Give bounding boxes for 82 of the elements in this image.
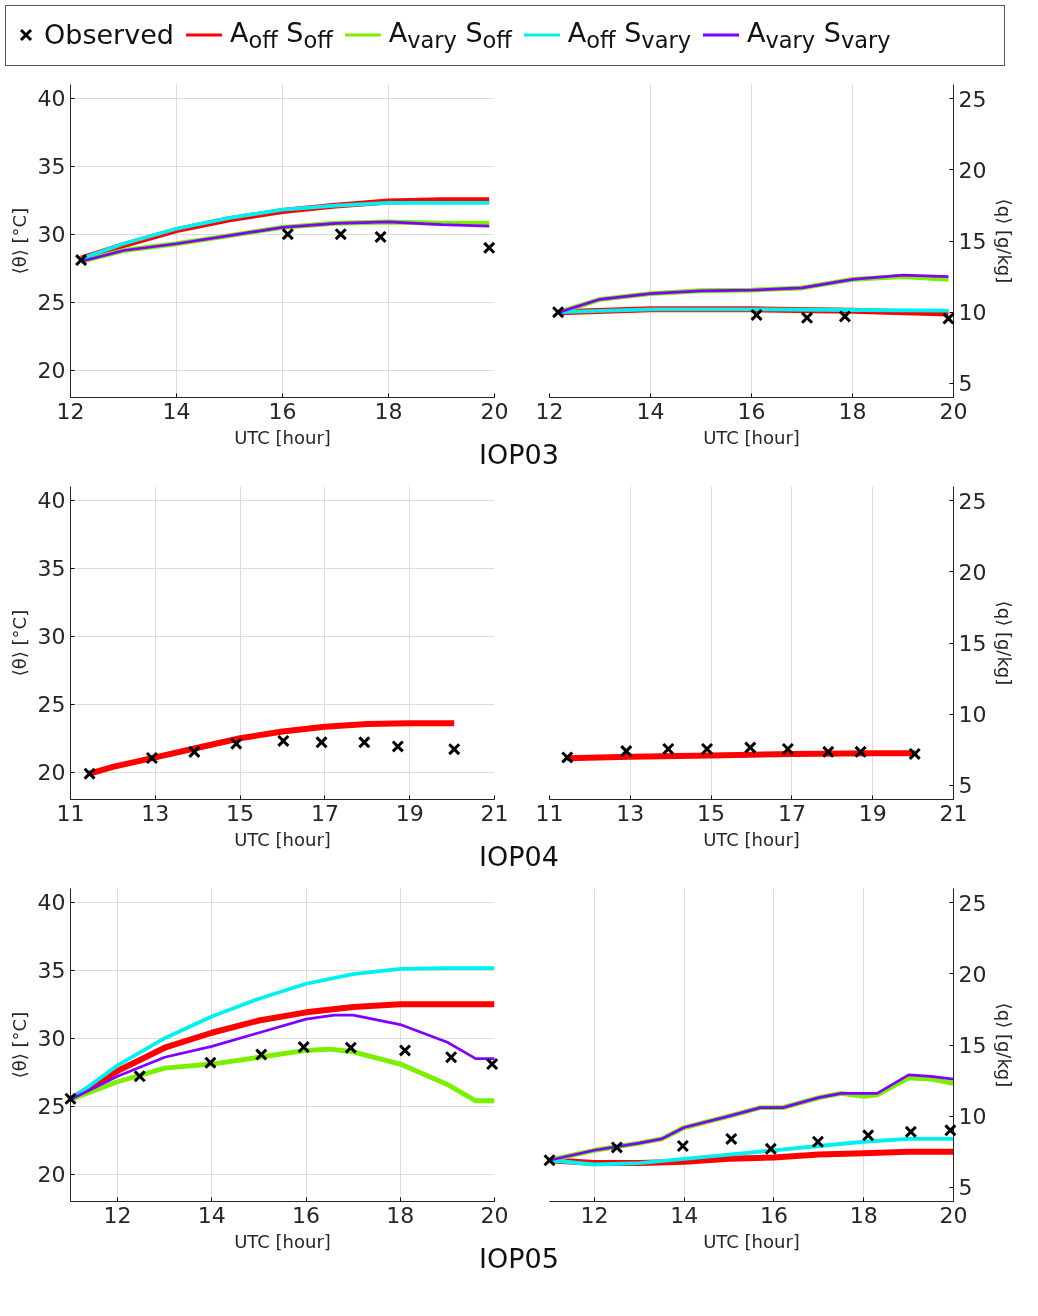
x-tick-label: 14 <box>636 398 665 424</box>
x-tick-label: 19 <box>395 800 424 826</box>
text: IOP03 <box>479 439 559 470</box>
legend-label: A$_{vary}$ S$_{vary}$ <box>747 16 891 56</box>
x-axis-title: UTC [hour] <box>703 828 800 850</box>
x-tick-label: 15 <box>226 800 255 826</box>
y-tick-label: 35 <box>37 556 66 582</box>
y-tick-label: 35 <box>37 958 66 984</box>
x-tick-label: 21 <box>480 800 509 826</box>
y-axis-title: ⟨θ⟩ [°C] <box>8 207 30 275</box>
text: IOP04 <box>479 841 559 872</box>
y-tick-label: 30 <box>37 222 66 248</box>
x-tick-label: 14 <box>162 398 191 424</box>
x-tick-label: 16 <box>292 1202 321 1228</box>
x-tick-label: 20 <box>480 398 509 424</box>
x-tick-label: 21 <box>939 800 968 826</box>
y-axis-title: ⟨θ⟩ [°C] <box>8 1011 30 1079</box>
legend-label: Observed <box>44 18 174 52</box>
y-tick-label: 30 <box>37 1026 66 1052</box>
y-tick-label: 35 <box>37 154 66 180</box>
x-tick-label: 14 <box>197 1202 226 1228</box>
y-tick-label: 40 <box>37 488 66 514</box>
x-axis-title: UTC [hour] <box>703 426 800 448</box>
legend-label: A$_{vary}$ S$_{off}$ <box>388 16 512 56</box>
x-axis-title: UTC [hour] <box>234 1230 331 1252</box>
x-tick-label: 15 <box>697 800 726 826</box>
x-tick-label: 16 <box>759 1202 788 1228</box>
x-axis-title: UTC [hour] <box>703 1230 800 1252</box>
y2-tick-label: 10 <box>958 1104 987 1130</box>
y2-tick-label: 25 <box>958 488 987 514</box>
y2-tick-label: 5 <box>958 1175 973 1201</box>
x-tick-label: 20 <box>939 398 968 424</box>
x-axis-title: UTC [hour] <box>234 828 331 850</box>
x-tick-label: 16 <box>737 398 766 424</box>
x-tick-label: 17 <box>310 800 339 826</box>
y-tick-label: 40 <box>37 890 66 916</box>
y2-tick-label: 20 <box>958 961 987 987</box>
y2-tick-label: 15 <box>958 1033 987 1058</box>
x-tick-label: 16 <box>268 398 297 424</box>
y-tick-label: 30 <box>37 624 66 650</box>
legend-label: A$_{off}$ S$_{off}$ <box>229 16 333 56</box>
y2-tick-label: 10 <box>958 300 987 326</box>
x-tick-label: 11 <box>535 800 564 826</box>
x-tick-label: 18 <box>849 1202 878 1228</box>
x-tick-label: 20 <box>939 1202 968 1228</box>
y2-tick-label: 20 <box>958 559 987 585</box>
x-tick-label: 18 <box>838 398 867 424</box>
y-tick-label: 40 <box>37 86 66 112</box>
y-axis-title: ⟨θ⟩ [°C] <box>8 609 30 677</box>
legend-label: A$_{off}$ S$_{vary}$ <box>567 16 692 56</box>
y2-tick-label: 15 <box>958 229 987 254</box>
x-tick-label: 13 <box>141 800 170 826</box>
x-tick-label: 18 <box>374 398 403 424</box>
x-tick-label: 12 <box>535 398 564 424</box>
y-tick-label: 25 <box>37 1094 66 1120</box>
y-tick-label: 20 <box>37 1162 66 1188</box>
y2-tick-label: 25 <box>958 86 987 112</box>
text: IOP05 <box>479 1243 559 1274</box>
x-tick-label: 12 <box>103 1202 132 1228</box>
y-tick-label: 25 <box>37 290 66 316</box>
x-tick-label: 17 <box>777 800 806 826</box>
x-tick-label: 11 <box>56 800 85 826</box>
y2-tick-label: 5 <box>958 371 973 397</box>
x-axis-title: UTC [hour] <box>234 426 331 448</box>
x-tick-label: 14 <box>670 1202 699 1228</box>
x-tick-label: 12 <box>56 398 85 424</box>
y-tick-label: 25 <box>37 692 66 718</box>
x-tick-label: 20 <box>480 1202 509 1228</box>
y2-tick-label: 10 <box>958 702 987 728</box>
y-tick-label: 20 <box>37 358 66 384</box>
y2-tick-label: 20 <box>958 157 987 183</box>
y-tick-label: 20 <box>37 760 66 786</box>
x-tick-label: 13 <box>616 800 645 826</box>
y2-axis-title: ⟨q⟩ [g/kg] <box>994 600 1016 686</box>
y2-tick-label: 15 <box>958 631 987 656</box>
x-tick-label: 18 <box>386 1202 415 1228</box>
y2-axis-title: ⟨q⟩ [g/kg] <box>994 198 1016 284</box>
y2-tick-label: 25 <box>958 890 987 916</box>
x-tick-label: 12 <box>580 1202 609 1228</box>
y2-axis-title: ⟨q⟩ [g/kg] <box>994 1002 1016 1088</box>
y2-tick-label: 5 <box>958 773 973 799</box>
x-tick-label: 19 <box>858 800 887 826</box>
